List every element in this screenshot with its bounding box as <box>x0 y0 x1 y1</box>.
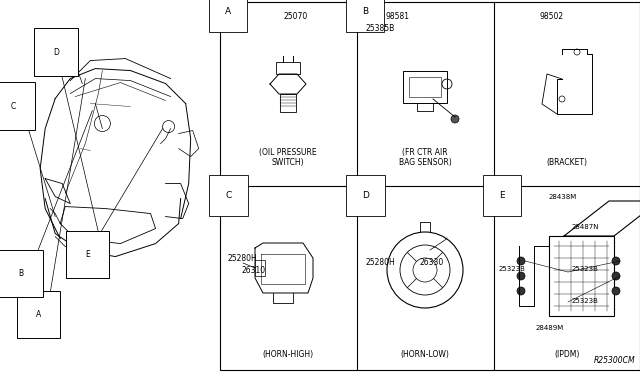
Text: SWITCH): SWITCH) <box>272 158 304 167</box>
Circle shape <box>612 287 620 295</box>
Circle shape <box>517 257 525 265</box>
Text: (FR CTR AIR: (FR CTR AIR <box>402 148 448 157</box>
Text: (HORN-LOW): (HORN-LOW) <box>401 350 449 359</box>
Text: R25300CM: R25300CM <box>593 356 635 365</box>
Text: D: D <box>362 191 369 200</box>
Circle shape <box>517 287 525 295</box>
Circle shape <box>612 272 620 280</box>
Circle shape <box>517 272 525 280</box>
Text: (HORN-HIGH): (HORN-HIGH) <box>262 350 314 359</box>
Bar <box>220 2 640 370</box>
Text: 28489M: 28489M <box>536 325 564 331</box>
Bar <box>276 62 300 74</box>
Bar <box>409 77 441 97</box>
Text: A: A <box>225 7 231 16</box>
Text: C: C <box>225 191 231 200</box>
Text: A: A <box>36 310 41 319</box>
Text: 25323B: 25323B <box>572 298 599 304</box>
Text: 25070: 25070 <box>284 12 308 21</box>
Text: D: D <box>53 48 60 57</box>
Text: 26330: 26330 <box>419 258 444 267</box>
Text: (IPDM): (IPDM) <box>554 350 580 359</box>
Text: B: B <box>362 7 368 16</box>
Text: (BRACKET): (BRACKET) <box>547 158 588 167</box>
Text: E: E <box>85 250 90 259</box>
Text: 25280H: 25280H <box>228 254 258 263</box>
Text: BAG SENSOR): BAG SENSOR) <box>399 158 451 167</box>
Text: 28487N: 28487N <box>572 224 600 230</box>
Circle shape <box>612 257 620 265</box>
Text: (OIL PRESSURE: (OIL PRESSURE <box>259 148 317 157</box>
Text: 98581: 98581 <box>385 12 409 21</box>
Text: 25323B: 25323B <box>499 266 526 272</box>
Bar <box>403 71 447 103</box>
Bar <box>255 260 265 276</box>
Text: 25385B: 25385B <box>365 24 394 33</box>
Text: B: B <box>19 269 24 278</box>
Text: 26310: 26310 <box>242 266 266 275</box>
Text: C: C <box>11 102 16 110</box>
Text: 25280H: 25280H <box>365 258 395 267</box>
Text: 28438M: 28438M <box>549 194 577 200</box>
Circle shape <box>451 115 459 123</box>
Text: E: E <box>499 191 504 200</box>
Bar <box>549 236 614 316</box>
Text: 25323B: 25323B <box>572 266 599 272</box>
Bar <box>280 94 296 112</box>
Text: 98502: 98502 <box>539 12 563 21</box>
